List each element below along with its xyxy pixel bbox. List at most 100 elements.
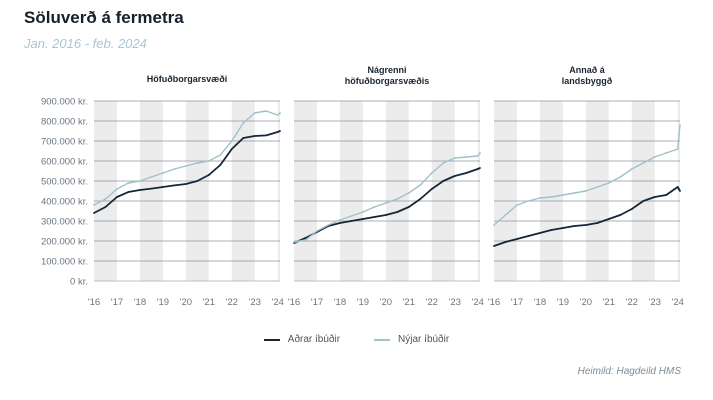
x-tick-label: '17 — [511, 297, 523, 308]
panel-title: landsbyggð — [562, 76, 613, 86]
data-point — [93, 204, 95, 206]
data-point — [184, 183, 187, 185]
data-point — [373, 216, 376, 218]
data-point — [173, 168, 176, 170]
chart-title: Söluverð á fermetra — [24, 8, 184, 27]
x-tick-label: '21 — [603, 297, 615, 308]
x-tick-label: '20 — [180, 297, 192, 308]
data-point — [676, 186, 679, 188]
series-line-other — [493, 186, 681, 247]
data-point — [465, 172, 468, 174]
legend-label-other: Aðrar íbúðir — [287, 334, 341, 345]
data-point — [665, 194, 668, 196]
data-point — [465, 156, 468, 158]
data-point — [384, 202, 387, 204]
data-point — [196, 180, 199, 182]
y-tick-label: 800.000 kr. — [41, 117, 88, 128]
data-point — [253, 112, 256, 114]
data-point — [219, 154, 222, 156]
x-tick-label: '23 — [649, 297, 661, 308]
data-point — [116, 188, 118, 190]
x-tick-label: '22 — [426, 297, 438, 308]
x-tick-label: '23 — [449, 297, 461, 308]
data-point — [230, 148, 233, 150]
data-point — [539, 232, 541, 234]
data-point — [584, 190, 587, 192]
data-point — [161, 186, 164, 188]
data-point — [327, 224, 330, 226]
data-point — [561, 227, 564, 229]
data-point — [150, 176, 153, 178]
data-point — [642, 162, 645, 164]
data-point — [527, 235, 530, 237]
data-point — [304, 239, 307, 241]
data-point — [361, 218, 364, 220]
data-point — [430, 188, 433, 190]
x-tick-label: '22 — [626, 297, 638, 308]
data-point — [116, 196, 118, 198]
x-tick-label: '16 — [88, 297, 100, 308]
x-tick-label: '24 — [672, 297, 684, 308]
data-point — [539, 197, 541, 199]
panel-title: Nágrenni — [367, 65, 406, 75]
x-tick-label: '20 — [380, 297, 392, 308]
data-point — [279, 130, 281, 132]
data-point — [476, 168, 479, 170]
data-point — [504, 214, 507, 216]
data-point — [361, 211, 364, 213]
y-tick-label: 0 kr. — [70, 277, 88, 288]
data-point — [265, 110, 268, 112]
data-point — [419, 184, 422, 186]
x-tick-label: '21 — [203, 297, 215, 308]
x-tick-label: '21 — [403, 297, 415, 308]
year-band — [539, 101, 563, 281]
data-point — [479, 152, 481, 154]
data-point — [127, 182, 130, 184]
x-tick-label: '20 — [580, 297, 592, 308]
data-point — [607, 182, 610, 184]
data-point — [161, 172, 164, 174]
x-tick-label: '19 — [357, 297, 369, 308]
x-tick-label: '24 — [272, 297, 284, 308]
data-point — [493, 224, 495, 226]
x-tick-label: '22 — [226, 297, 238, 308]
data-point — [561, 194, 564, 196]
data-point — [653, 156, 656, 158]
y-tick-label: 200.000 kr. — [41, 237, 88, 248]
data-point — [276, 131, 279, 133]
data-point — [619, 214, 622, 216]
year-band — [185, 101, 209, 281]
x-tick-label: '19 — [157, 297, 169, 308]
data-point — [453, 175, 456, 177]
data-point — [253, 135, 256, 137]
data-point — [573, 192, 576, 194]
x-tick-label: '18 — [534, 297, 546, 308]
data-point — [407, 192, 410, 194]
data-point — [104, 206, 107, 208]
x-tick-label: '17 — [311, 297, 323, 308]
data-point — [493, 245, 495, 247]
data-point — [127, 191, 130, 193]
data-point — [527, 200, 530, 202]
data-point — [550, 196, 553, 198]
x-tick-label: '18 — [134, 297, 146, 308]
y-tick-label: 700.000 kr. — [41, 137, 88, 148]
data-point — [396, 211, 399, 213]
data-point — [476, 155, 479, 157]
data-point — [304, 237, 307, 239]
data-point — [242, 122, 245, 124]
data-point — [139, 180, 141, 182]
data-point — [173, 184, 176, 187]
data-point — [150, 187, 153, 190]
series-line-other — [93, 130, 281, 214]
year-band — [677, 101, 680, 281]
data-point — [104, 198, 107, 200]
year-band — [477, 101, 480, 281]
year-band — [631, 101, 655, 281]
data-point — [339, 222, 341, 224]
year-band — [94, 101, 117, 281]
data-point — [219, 164, 222, 166]
panel-title: Annað á — [569, 65, 605, 75]
data-point — [339, 219, 341, 221]
